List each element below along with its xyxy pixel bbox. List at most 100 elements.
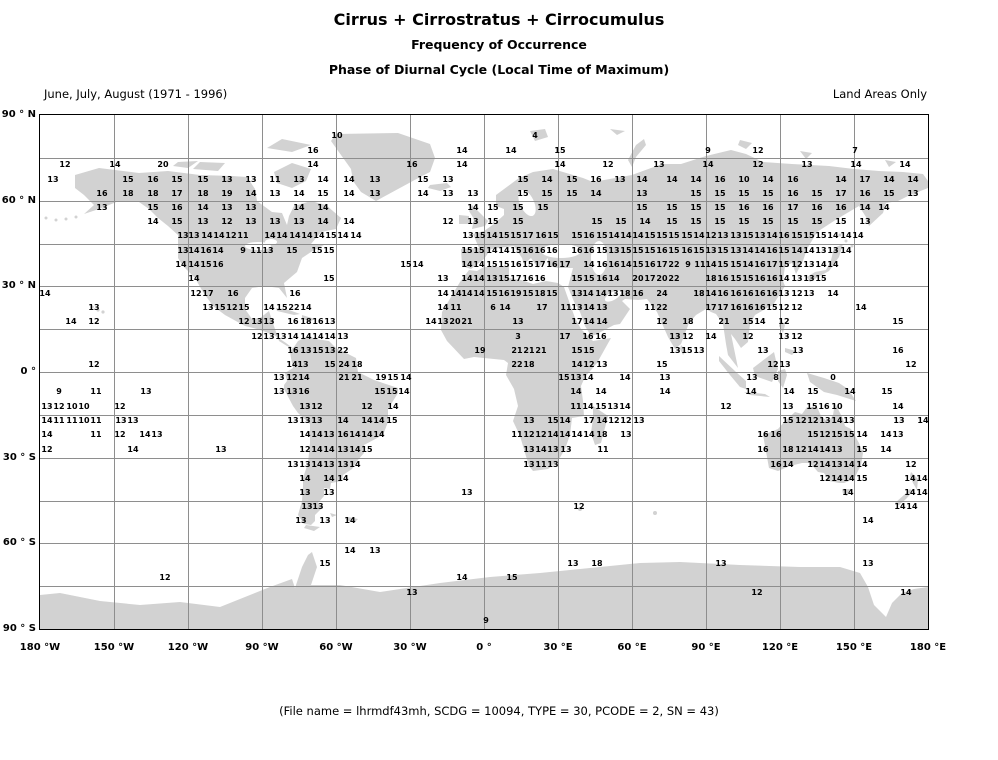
grid-value: 16: [96, 189, 108, 198]
grid-value: 16: [656, 246, 668, 255]
grid-value: 15: [656, 360, 668, 369]
grid-value: 16: [730, 303, 742, 312]
grid-value: 14: [850, 160, 862, 169]
grid-value: 13: [467, 189, 479, 198]
grid-value: 16: [289, 289, 301, 298]
grid-value: 22: [668, 260, 680, 269]
grid-value: 15: [317, 189, 329, 198]
grid-value: 13: [287, 416, 299, 425]
grid-value: 21: [461, 317, 473, 326]
grid-value: 11: [237, 231, 249, 240]
land-franz-josef: [610, 129, 625, 135]
grid-value: 13: [831, 445, 843, 454]
grid-value: 16: [714, 175, 726, 184]
grid-value: 17: [510, 274, 522, 283]
grid-value: 14: [65, 317, 77, 326]
grid-value: 13: [286, 387, 298, 396]
grid-value: 14: [313, 231, 325, 240]
land-iceland: [428, 183, 451, 191]
grid-value: 13: [324, 346, 336, 355]
grid-value: 13: [730, 246, 742, 255]
grid-value: 14: [843, 460, 855, 469]
kerguelen-island-dot: [653, 511, 657, 515]
grid-value: 16: [583, 231, 595, 240]
grid-value: 16: [147, 175, 159, 184]
grid-value: 15: [787, 217, 799, 226]
grid-value: 13: [311, 416, 323, 425]
grid-value: 12: [819, 474, 831, 483]
grid-value: 13: [778, 289, 790, 298]
lon-tick-label: 180 °W: [19, 642, 61, 653]
grid-value: 14: [343, 189, 355, 198]
grid-value: 14: [583, 317, 595, 326]
land-south-america: [284, 336, 398, 525]
land-new-guinea: [807, 373, 856, 401]
grid-value: 16: [571, 246, 583, 255]
grid-value: 14: [175, 260, 187, 269]
grid-value: 14: [307, 160, 319, 169]
grid-value: 13: [406, 588, 418, 597]
grid-value: 14: [300, 332, 312, 341]
grid-value: 13: [275, 332, 287, 341]
grid-value: 13: [127, 416, 139, 425]
grid-value: 13: [41, 402, 53, 411]
grid-value: 12: [286, 373, 298, 382]
grid-value: 17: [787, 203, 799, 212]
grid-value: 16: [298, 387, 310, 396]
grid-value: 14: [693, 231, 705, 240]
grid-value: 13: [461, 488, 473, 497]
grid-value: 14: [343, 217, 355, 226]
grid-value: 13: [245, 217, 257, 226]
grid-value: 15: [547, 416, 559, 425]
grid-value: 15: [714, 217, 726, 226]
grid-value: 14: [505, 146, 517, 155]
grid-value: 20: [632, 274, 644, 283]
grid-value: 20: [157, 160, 169, 169]
grid-value: 14: [425, 317, 437, 326]
grid-value: 14: [852, 231, 864, 240]
grid-value: 14: [835, 175, 847, 184]
grid-value: 15: [517, 175, 529, 184]
grid-value: 16: [200, 246, 212, 255]
land-africa: [441, 266, 611, 471]
grid-value: 17: [536, 303, 548, 312]
grid-value: 11: [511, 430, 523, 439]
grid-value: 15: [512, 217, 524, 226]
grid-value: 14: [344, 546, 356, 555]
grid-value: 9: [705, 146, 711, 155]
grid-value: 11: [269, 175, 281, 184]
grid-value: 14: [583, 303, 595, 312]
grid-value: 13: [263, 317, 275, 326]
grid-value: 13: [717, 231, 729, 240]
grid-value: 9: [685, 260, 691, 269]
grid-value: 9: [56, 387, 62, 396]
grid-value: 12: [226, 303, 238, 312]
grid-value: 14: [819, 445, 831, 454]
grid-value: 15: [843, 430, 855, 439]
grid-value: 17: [859, 175, 871, 184]
grid-value: 14: [659, 387, 671, 396]
lon-tick-label: 120 °W: [167, 642, 209, 653]
grid-value: 12: [819, 430, 831, 439]
grid-value: 17: [835, 189, 847, 198]
grid-value: 14: [859, 203, 871, 212]
grid-value: 13: [221, 175, 233, 184]
grid-value: 12: [791, 332, 803, 341]
hawaii-island-dot: [96, 308, 100, 312]
grid-value: 18: [351, 360, 363, 369]
grid-value: 18: [682, 317, 694, 326]
grid-value: 14: [570, 387, 582, 396]
grid-value: 16: [754, 289, 766, 298]
grid-value: 15: [541, 189, 553, 198]
grid-value: 14: [762, 175, 774, 184]
grid-value: 12: [535, 430, 547, 439]
grid-value: 15: [632, 260, 644, 269]
grid-value: 13: [754, 231, 766, 240]
lon-tick-label: 0 °: [476, 642, 492, 653]
grid-value: 15: [323, 246, 335, 255]
grid-value: 14: [412, 260, 424, 269]
grid-value: 13: [693, 346, 705, 355]
grid-value: 12: [159, 573, 171, 582]
grid-value: 12: [791, 303, 803, 312]
grid-value: 14: [41, 416, 53, 425]
